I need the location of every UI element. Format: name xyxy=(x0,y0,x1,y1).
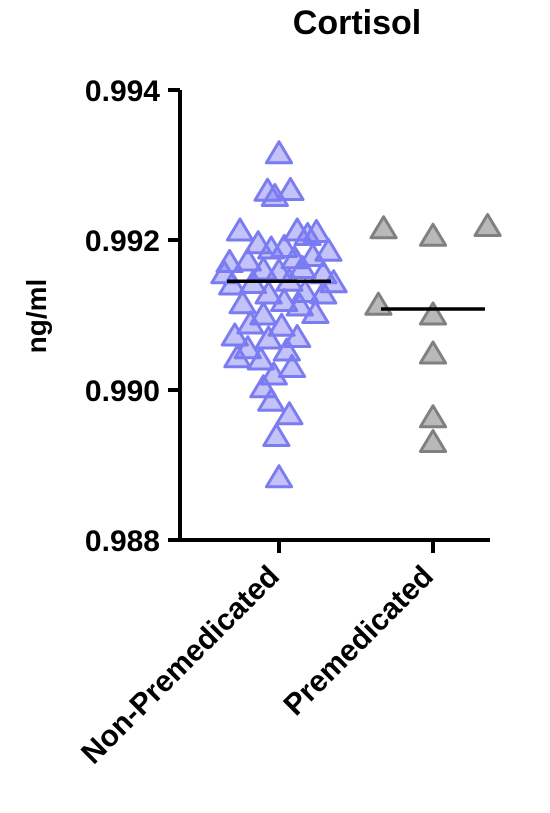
data-point-triangle xyxy=(418,222,448,247)
data-point-triangle xyxy=(298,243,327,267)
data-point-triangle xyxy=(369,215,398,240)
axes xyxy=(178,90,490,542)
data-point-triangle xyxy=(283,324,312,348)
data-point-triangle xyxy=(276,177,305,201)
y-tick-label: 0.992 xyxy=(85,225,160,258)
y-axis-title: ng/ml xyxy=(21,279,52,354)
data-point-triangle xyxy=(418,301,448,326)
data-point-triangle xyxy=(302,219,331,243)
data-point-triangle xyxy=(270,288,299,312)
data-point-triangle xyxy=(418,340,448,365)
y-tick-label: 0.988 xyxy=(85,525,160,558)
median-lines xyxy=(227,279,485,311)
data-point-triangle xyxy=(233,247,262,272)
data-point-triangle xyxy=(418,404,448,429)
data-point-triangle xyxy=(264,464,294,489)
data-point-triangle xyxy=(264,140,294,165)
data-point-triangle xyxy=(257,387,286,412)
data-point-triangle xyxy=(301,300,330,324)
data-point-triangle xyxy=(218,271,247,296)
data-point-triangle xyxy=(249,301,278,326)
y-tick-label: 0.990 xyxy=(85,375,160,408)
data-point-triangle xyxy=(309,280,338,305)
data-point-triangle xyxy=(275,401,304,426)
data-point-triangle xyxy=(254,325,283,350)
data-point-triangle xyxy=(418,429,448,453)
data-point-triangle xyxy=(259,361,288,386)
data-point-triangle xyxy=(246,346,275,371)
data-point-triangle xyxy=(225,217,255,242)
category-label: Non-Premedicated xyxy=(75,560,286,771)
data-point-triangle xyxy=(228,290,257,315)
data-point-triangle xyxy=(236,310,265,335)
data-point-triangle xyxy=(254,280,283,305)
category-label: Premedicated xyxy=(277,560,439,722)
x-ticks xyxy=(277,540,435,553)
data-point-triangle xyxy=(288,255,317,279)
data-points xyxy=(210,140,502,489)
data-point-triangle xyxy=(277,354,307,378)
data-point-triangle xyxy=(253,177,282,202)
chart-title: Cortisol xyxy=(293,4,421,42)
data-point-triangle xyxy=(267,312,296,337)
data-point-triangle xyxy=(364,291,393,316)
y-ticks: 0.988 0.990 0.992 0.994 xyxy=(85,75,180,558)
data-point-triangle xyxy=(473,213,502,237)
data-point-triangle xyxy=(285,292,314,317)
data-point-triangle xyxy=(293,222,322,246)
data-point-triangle xyxy=(314,237,343,262)
data-point-triangle xyxy=(223,344,252,369)
y-tick-label: 0.994 xyxy=(85,75,160,108)
data-point-triangle xyxy=(220,322,249,347)
data-point-triangle xyxy=(262,423,291,447)
